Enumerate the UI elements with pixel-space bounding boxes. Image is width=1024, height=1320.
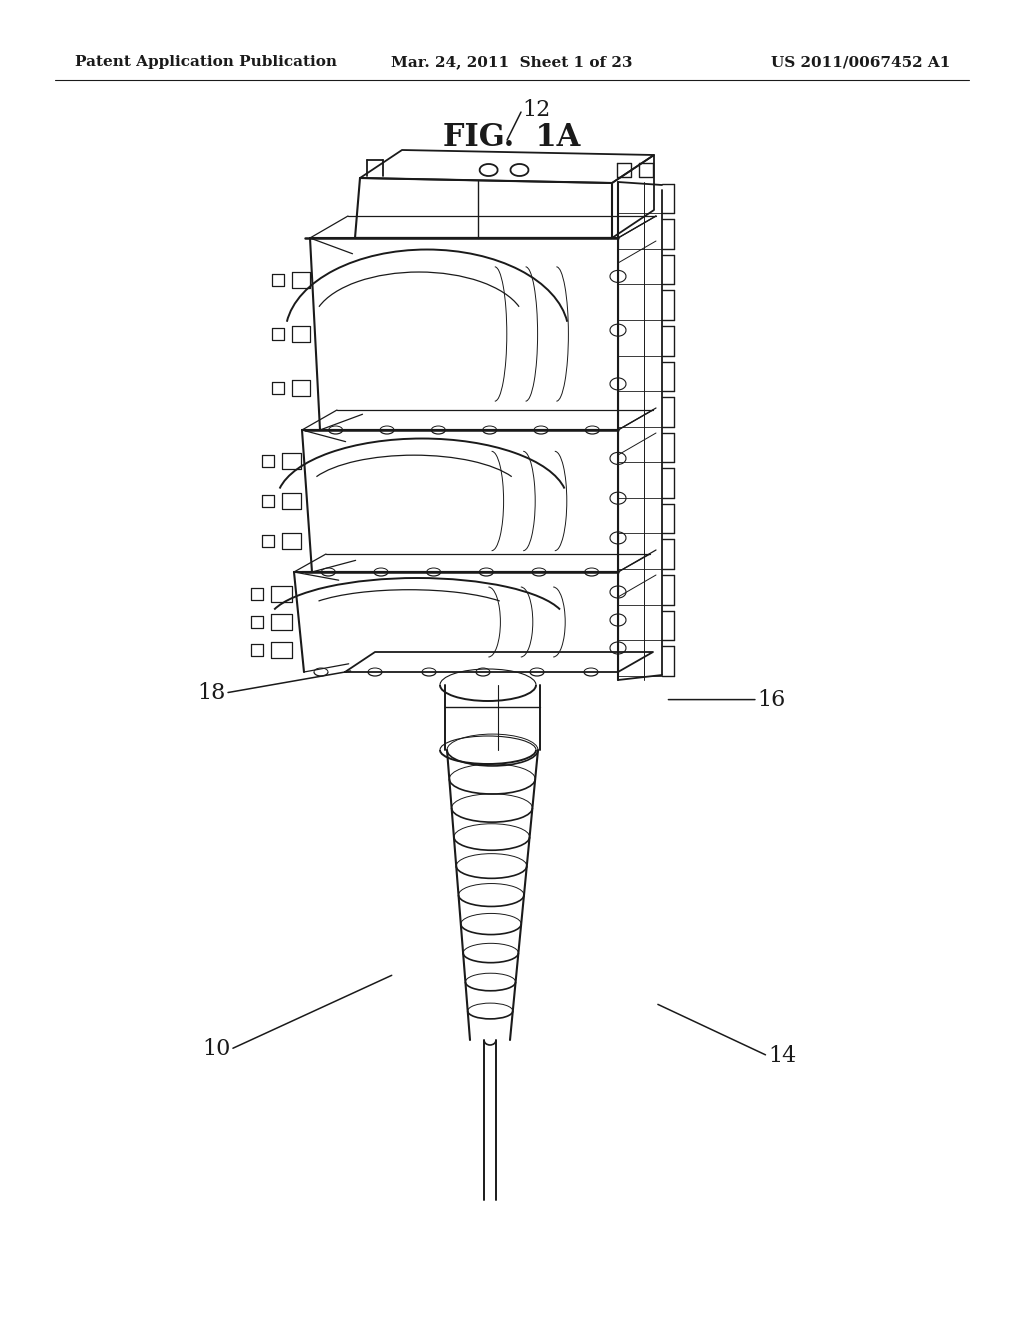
Text: Mar. 24, 2011  Sheet 1 of 23: Mar. 24, 2011 Sheet 1 of 23 bbox=[391, 55, 633, 69]
Text: US 2011/0067452 A1: US 2011/0067452 A1 bbox=[771, 55, 950, 69]
Text: FIG.  1A: FIG. 1A bbox=[443, 123, 581, 153]
Text: 16: 16 bbox=[758, 689, 786, 710]
Text: 10: 10 bbox=[202, 1039, 230, 1060]
Text: Patent Application Publication: Patent Application Publication bbox=[75, 55, 337, 69]
Text: 18: 18 bbox=[197, 682, 225, 704]
Text: 14: 14 bbox=[768, 1045, 797, 1067]
Text: 12: 12 bbox=[522, 99, 551, 120]
